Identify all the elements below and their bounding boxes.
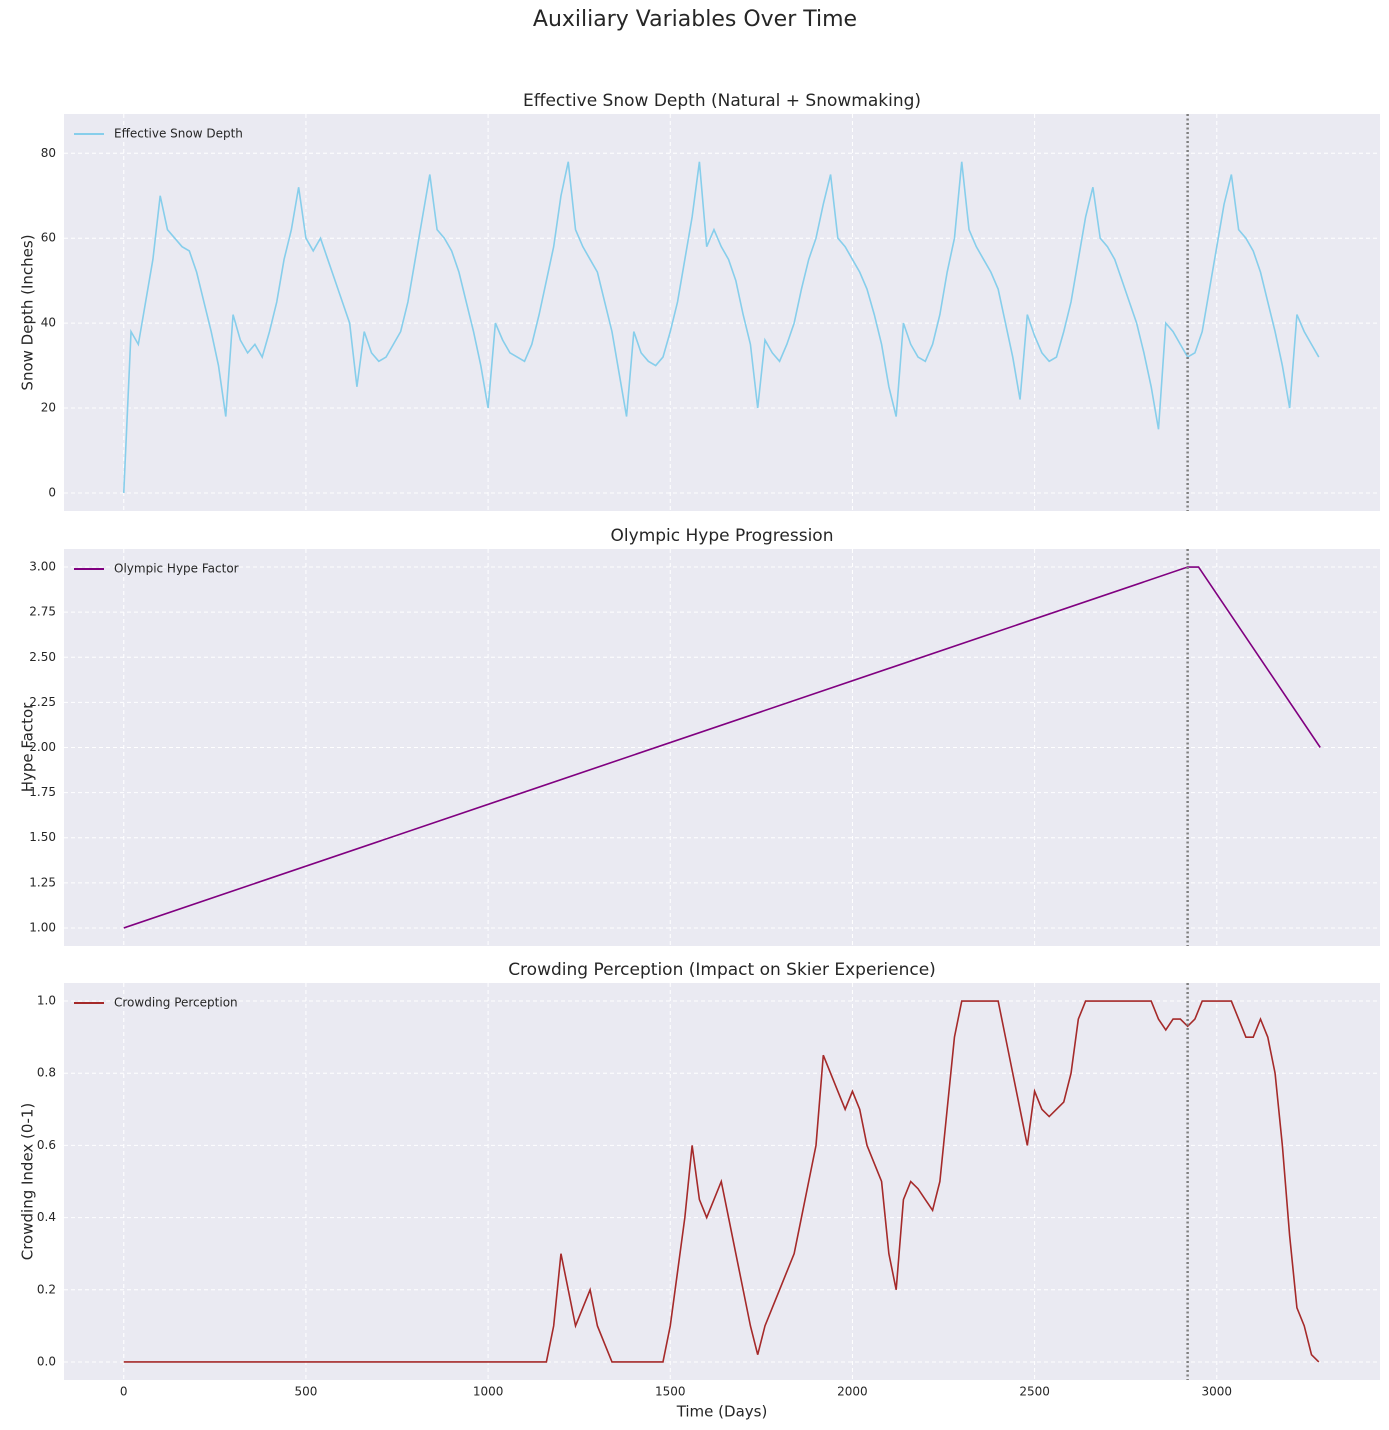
data-line [122,161,1320,493]
legend-label: Crowding Perception [114,996,238,1010]
axes-title: Effective Snow Depth (Natural + Snowmaki… [523,91,921,111]
x-tick-label: 3000 [1202,1385,1233,1399]
y-tick-label: 0 [48,485,56,499]
y-axis-label: Hype Factor [19,702,37,792]
legend-label: Olympic Hype Factor [114,562,239,576]
y-tick-label: 2.75 [29,605,56,619]
axes-title: Olympic Hype Progression [611,526,834,546]
y-tick-label: 0.6 [37,1138,56,1152]
legend-label: Effective Snow Depth [114,127,243,141]
y-tick-label: 3.00 [29,560,56,574]
y-tick-label: 0.0 [37,1354,56,1368]
x-tick-label: 1000 [473,1385,504,1399]
y-tick-label: 0.2 [37,1282,56,1296]
y-tick-label: 0.4 [37,1210,56,1224]
x-tick-label: 0 [120,1385,128,1399]
y-tick-label: 40 [41,316,56,330]
y-tick-label: 1.50 [29,830,56,844]
plot-background [64,114,1380,511]
figure-title: Auxiliary Variables Over Time [533,7,857,32]
y-tick-label: 1.00 [29,920,56,934]
y-tick-label: 0.8 [37,1066,56,1080]
x-tick-label: 2500 [1019,1385,1050,1399]
x-tick-label: 2000 [837,1385,868,1399]
axes-title: Crowding Perception (Impact on Skier Exp… [508,960,936,980]
y-axis-label: Snow Depth (Inches) [19,234,37,390]
y-tick-label: 1.0 [37,994,56,1008]
y-tick-label: 1.75 [29,785,56,799]
y-tick-label: 1.25 [29,875,56,889]
y-tick-label: 2.50 [29,650,56,664]
data-line [123,566,1321,929]
y-tick-label: 2.25 [29,695,56,709]
x-tick-label: 500 [294,1385,317,1399]
y-axis-label: Crowding Index (0-1) [19,1103,37,1261]
y-tick-label: 2.00 [29,740,56,754]
x-axis-label: Time (Days) [676,1403,768,1421]
data-line [123,1000,1320,1363]
y-tick-label: 60 [41,231,56,245]
y-tick-label: 20 [41,401,56,415]
y-tick-label: 80 [41,146,56,160]
x-tick-label: 1500 [655,1385,686,1399]
